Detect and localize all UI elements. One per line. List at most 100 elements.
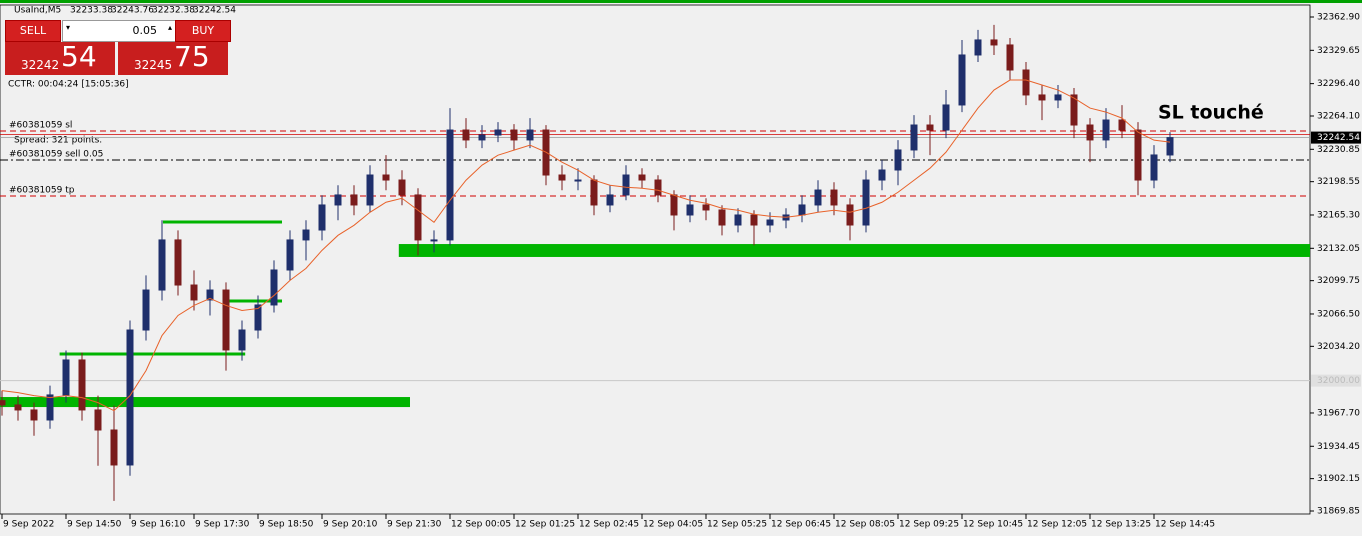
candle-body	[462, 129, 470, 141]
candle-body	[958, 54, 966, 106]
sell-button[interactable]: SELL	[5, 20, 61, 42]
x-tick-label: 9 Sep 2022	[3, 520, 54, 530]
candle-body	[286, 239, 294, 271]
candle-body	[990, 39, 998, 46]
trade-panel: SELL ▾ 0.05 ▴ BUY 32242 54 32245 75	[5, 19, 231, 76]
candle-body	[142, 289, 150, 331]
candle-body	[190, 284, 198, 301]
y-tick-label: 31934.45	[1317, 442, 1360, 452]
candle-body	[0, 400, 6, 406]
y-tick-label: 32066.50	[1317, 309, 1360, 319]
x-tick-label: 12 Sep 06:45	[771, 520, 831, 530]
candle-body	[318, 204, 326, 231]
x-tick-label: 12 Sep 00:05	[451, 520, 511, 530]
order-label: #60381059 tp	[9, 186, 75, 196]
candle-body	[1038, 94, 1046, 101]
annotation: SL touché	[1158, 102, 1264, 124]
y-tick-label: 31902.15	[1317, 474, 1360, 484]
moving-average	[1, 79, 1171, 412]
y-tick-label: 32264.10	[1317, 111, 1360, 121]
candle-body	[830, 189, 838, 206]
y-tick-label: 32132.05	[1317, 244, 1360, 254]
candle-body	[334, 194, 342, 206]
candle-body	[430, 239, 438, 242]
candle-body	[590, 179, 598, 206]
candle-body	[1134, 129, 1142, 181]
y-tick-label: 32099.75	[1317, 276, 1360, 286]
candle-body	[718, 209, 726, 226]
candle-body	[270, 269, 278, 306]
x-tick-label: 12 Sep 14:45	[1155, 520, 1215, 530]
candle-body	[1102, 119, 1110, 141]
x-tick-label: 9 Sep 18:50	[259, 520, 314, 530]
y-tick-label: 32329.65	[1317, 46, 1360, 56]
candle-body	[734, 214, 742, 226]
x-tick-label: 9 Sep 17:30	[195, 520, 250, 530]
candle-body	[14, 404, 22, 411]
candle-body	[382, 174, 390, 181]
x-tick-label: 9 Sep 16:10	[131, 520, 186, 530]
candle-body	[974, 39, 982, 56]
candle-body	[446, 129, 454, 241]
x-tick-label: 12 Sep 12:05	[1027, 520, 1087, 530]
y-tick-label: 32165.30	[1317, 210, 1360, 220]
x-tick-label: 9 Sep 20:10	[323, 520, 378, 530]
candle-body	[942, 104, 950, 131]
symbol: UsaInd,M5	[14, 6, 61, 16]
ask-box[interactable]: 32245 75	[118, 40, 228, 75]
buy-button[interactable]: BUY	[175, 20, 231, 42]
candle-body	[1150, 154, 1158, 181]
lot: 0.05	[132, 24, 158, 37]
candle-body	[798, 204, 806, 216]
candle-body	[478, 134, 486, 141]
candle-body	[1070, 94, 1078, 126]
y-tick-label: 32034.20	[1317, 342, 1360, 352]
y-tick-label: 31967.70	[1317, 408, 1360, 418]
candle-body	[526, 129, 534, 141]
zone	[0, 397, 410, 408]
x-tick-label: 12 Sep 08:05	[835, 520, 895, 530]
bid-label: 32242.54	[1317, 133, 1360, 143]
zone	[398, 244, 1310, 257]
candle-body	[366, 174, 374, 206]
candle-body	[174, 239, 182, 286]
timer: CCTR: 00:04:24 [15:05:36]	[8, 80, 129, 90]
candle-body	[30, 409, 38, 421]
candle-body	[1022, 69, 1030, 96]
bid-main: 32242	[21, 58, 60, 72]
candle-body	[670, 194, 678, 216]
candle-body	[110, 429, 118, 466]
y-tick-label: 31869.85	[1317, 507, 1360, 517]
y-tick-label: 32362.90	[1317, 13, 1360, 23]
lot-box[interactable]: ▾ 0.05 ▴	[62, 20, 176, 42]
top-bar	[0, 0, 1362, 3]
candle-body	[494, 129, 502, 136]
candle-body	[814, 189, 822, 206]
candle-body	[78, 359, 86, 411]
x-tick-label: 12 Sep 04:05	[643, 520, 703, 530]
candle-body	[622, 174, 630, 196]
price-line-label: 32000.00	[1317, 376, 1360, 386]
price-line-box	[1311, 374, 1361, 387]
candle-body	[46, 394, 54, 421]
candle-body	[1118, 119, 1126, 131]
candle-body	[878, 169, 886, 181]
candle-body	[414, 194, 422, 241]
candle-body	[302, 229, 310, 241]
bid-box	[1311, 131, 1361, 144]
plot-area	[0, 4, 1311, 515]
ohlc-low: 32232.38	[152, 6, 195, 16]
bid-pips: 54	[61, 40, 97, 73]
candle-body	[606, 194, 614, 206]
x-tick-label: 9 Sep 21:30	[387, 520, 442, 530]
candle-body	[510, 129, 518, 141]
ohlc-high: 32243.76	[111, 6, 154, 16]
candle-body	[350, 194, 358, 206]
y-tick-label: 32296.40	[1317, 79, 1360, 89]
y-tick-label: 32230.85	[1317, 145, 1360, 155]
bid-box[interactable]: 32242 54	[5, 40, 115, 75]
candle-body	[702, 204, 710, 211]
candle-body	[158, 239, 166, 291]
candle-body	[894, 149, 902, 171]
